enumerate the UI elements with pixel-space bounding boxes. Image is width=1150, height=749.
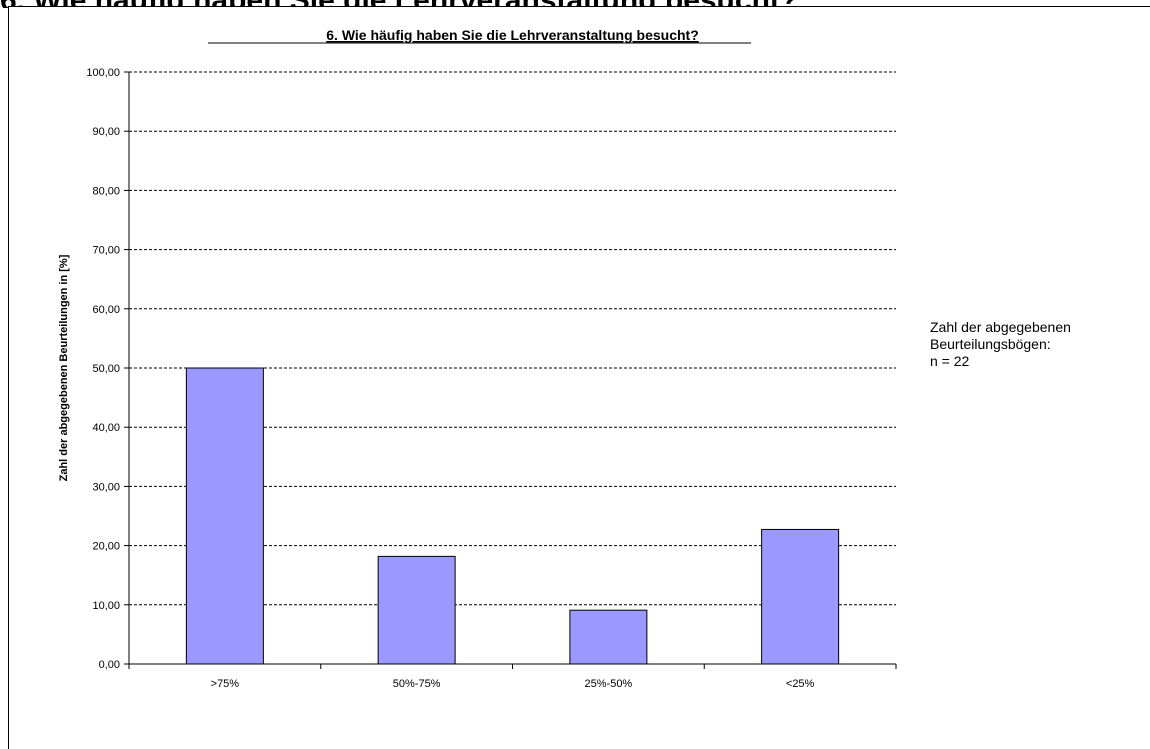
y-tick-label: 30,00 [92, 481, 120, 493]
y-axis-label: Zahl der abgegebenen Beurteilungen in [%… [58, 254, 70, 481]
y-tick-label: 40,00 [92, 422, 120, 434]
y-tick-label: 20,00 [92, 541, 120, 553]
x-tick-label: <25% [786, 678, 815, 690]
y-tick-label: 60,00 [92, 304, 120, 316]
y-tick-label: 100,00 [86, 67, 120, 79]
note-line-2: Beurteilungsbögen: [930, 336, 1051, 352]
y-tick-label: 50,00 [92, 363, 120, 375]
bar [761, 528, 840, 665]
y-tick-label: 10,00 [92, 600, 120, 612]
y-tick-label: 0,00 [99, 659, 120, 671]
x-tick-label: 25%-50% [585, 678, 633, 690]
y-tick-label: 80,00 [92, 185, 120, 197]
note-line-1: Zahl der abgegebenen [930, 319, 1071, 335]
y-tick-label: 70,00 [92, 245, 120, 257]
bar [569, 609, 648, 665]
x-tick-label: 50%-75% [393, 678, 441, 690]
x-tick-label: >75% [211, 678, 240, 690]
y-tick-label: 90,00 [92, 126, 120, 138]
bar [377, 555, 456, 665]
note-line-3: n = 22 [930, 353, 970, 369]
sample-size-note: Zahl der abgegebenen Beurteilungsbögen: … [930, 319, 1071, 370]
bar [185, 367, 264, 665]
chart-title: 6. Wie häufig haben Sie die Lehrveransta… [326, 27, 699, 43]
page-heading-cropped: 6. Wie häufig haben Sie die Lehrveransta… [0, 0, 1150, 8]
